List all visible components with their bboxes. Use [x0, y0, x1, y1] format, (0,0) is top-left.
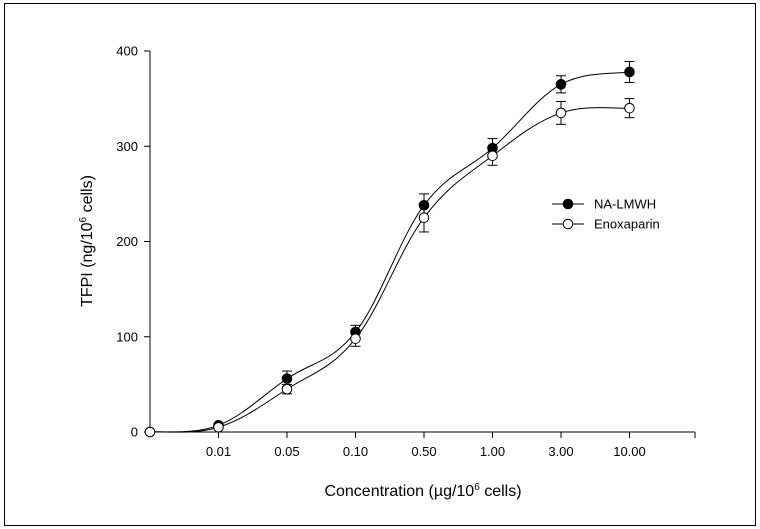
x-tick-label: 0.10: [343, 444, 368, 459]
series-line-na-lmwh: [149, 71, 630, 433]
data-point: [555, 107, 567, 119]
data-point: [624, 102, 635, 114]
curves: [149, 71, 630, 433]
data-point: [555, 79, 567, 90]
y-tick-label: 200: [116, 234, 138, 249]
chart-frame: [4, 3, 756, 526]
data-point: [624, 66, 635, 78]
legend-label: NA-LMWH: [594, 197, 656, 212]
x-axis-label: Concentration (µg/106 cells): [324, 482, 521, 500]
x-tick-label: 1.00: [480, 444, 505, 459]
data-point: [487, 150, 498, 162]
x-tick-label: 0.01: [206, 444, 231, 459]
tick-labels: 0 100 200 300 400 0.01 0.05 0.10 0.50 1.00 3.00 10.…: [116, 44, 645, 460]
x-tick-label: 3.00: [548, 444, 573, 459]
data-point: [418, 212, 430, 223]
x-tick-label: 10.00: [613, 444, 646, 459]
x-tick-label: 0.05: [274, 444, 299, 459]
y-axis-label: TFPI (ng/106 cells): [78, 175, 96, 307]
y-tick-label: 100: [116, 329, 138, 344]
series-line-enoxaparin: [149, 107, 630, 433]
markers: [144, 66, 635, 438]
error-bars: [282, 60, 635, 395]
y-tick-label: 0: [131, 425, 138, 440]
data-point: [213, 421, 224, 433]
legend-marker: [562, 218, 574, 230]
legend: NA-LMWH Enoxaparin: [552, 197, 660, 232]
data-point: [281, 383, 293, 395]
x-tick-label: 0.50: [411, 444, 436, 459]
legend-marker: [562, 198, 574, 210]
axes: [144, 50, 696, 438]
legend-label: Enoxaparin: [594, 217, 660, 232]
data-point: [144, 426, 156, 438]
data-point: [281, 373, 293, 384]
y-tick-label: 300: [116, 139, 138, 154]
data-point: [418, 200, 430, 211]
y-tick-label: 400: [116, 44, 138, 59]
data-point: [350, 333, 361, 344]
